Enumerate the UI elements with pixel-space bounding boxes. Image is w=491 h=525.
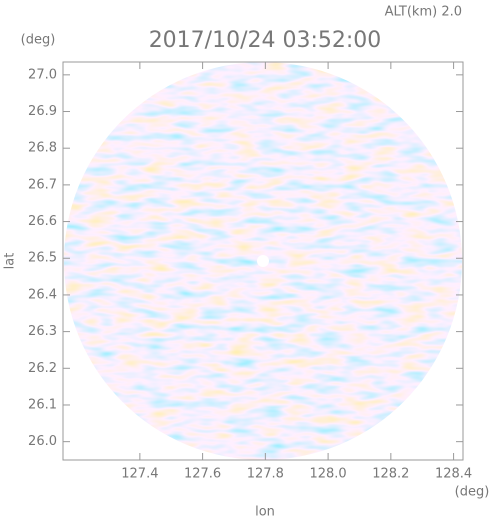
x-axis-label: lon xyxy=(255,505,275,520)
y-tick-label: 26.9 xyxy=(28,104,57,119)
x-tick-label: 128.2 xyxy=(372,467,409,482)
x-tick-label: 128.0 xyxy=(309,467,346,482)
x-tick-label: 128.4 xyxy=(435,467,472,482)
y-tick-label: 26.3 xyxy=(28,324,57,339)
y-unit: (deg) xyxy=(21,33,56,48)
altitude-label: ALT(km) 2.0 xyxy=(385,5,462,20)
y-tick-label: 26.0 xyxy=(28,434,57,449)
x-tick-label: 127.6 xyxy=(184,467,221,482)
y-tick-label: 26.8 xyxy=(28,141,57,156)
y-tick-label: 26.2 xyxy=(28,361,57,376)
y-tick-label: 26.1 xyxy=(28,397,57,412)
y-axis-label: lat xyxy=(3,253,18,270)
radar-field xyxy=(64,62,462,460)
y-tick-label: 26.6 xyxy=(28,214,57,229)
x-tick-label: 127.4 xyxy=(121,467,158,482)
radar-center xyxy=(257,255,269,267)
y-tick-label: 26.5 xyxy=(28,251,57,266)
y-tick-label: 26.7 xyxy=(28,177,57,192)
chart-title: 2017/10/24 03:52:00 xyxy=(149,28,382,53)
x-tick-label: 127.8 xyxy=(247,467,284,482)
plot-frame xyxy=(62,61,464,461)
y-tick-label: 26.4 xyxy=(28,287,57,302)
y-tick-label: 27.0 xyxy=(28,67,57,82)
x-unit: (deg) xyxy=(455,485,490,500)
